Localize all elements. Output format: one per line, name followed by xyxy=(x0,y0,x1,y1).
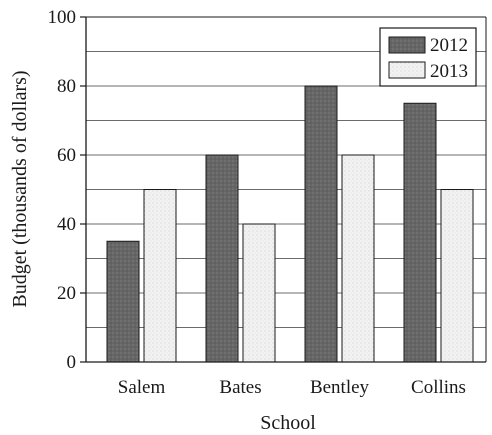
y-tick-label: 0 xyxy=(67,352,77,373)
y-tick-label: 20 xyxy=(57,283,76,304)
x-tick-label-bentley: Bentley xyxy=(310,377,370,398)
bar-bates-2012 xyxy=(205,154,239,363)
bar-salem-2013 xyxy=(143,189,177,363)
x-tick-label-salem: Salem xyxy=(118,377,166,398)
legend-label-2012: 2012 xyxy=(430,35,468,56)
legend: 2012 2013 xyxy=(379,27,477,87)
legend-swatch-2013 xyxy=(388,61,426,79)
x-tick-label-collins: Collins xyxy=(411,377,466,398)
bar-salem-2012 xyxy=(106,240,140,363)
bar-bates-2013 xyxy=(242,223,276,363)
bar-bentley-2013 xyxy=(341,154,375,363)
y-tick-label: 40 xyxy=(57,214,76,235)
y-tick-label: 80 xyxy=(57,76,76,97)
bar-collins-2012 xyxy=(403,102,437,363)
legend-label-2013: 2013 xyxy=(430,61,468,82)
bar-bentley-2012 xyxy=(304,85,338,363)
legend-swatch-2012 xyxy=(388,36,426,54)
y-tick-labels: 0 20 40 60 80 100 xyxy=(48,7,86,373)
x-axis-title: School xyxy=(260,412,316,434)
bar-collins-2013 xyxy=(440,189,474,363)
y-tick-label: 60 xyxy=(57,145,76,166)
y-tick-label: 100 xyxy=(48,7,77,28)
bars xyxy=(106,85,474,363)
x-tick-label-bates: Bates xyxy=(219,377,261,398)
y-axis-title: Budget (thousands of dollars) xyxy=(9,70,31,307)
axes xyxy=(85,16,487,363)
x-tick-labels: Salem Bates Bentley Collins xyxy=(118,377,466,398)
